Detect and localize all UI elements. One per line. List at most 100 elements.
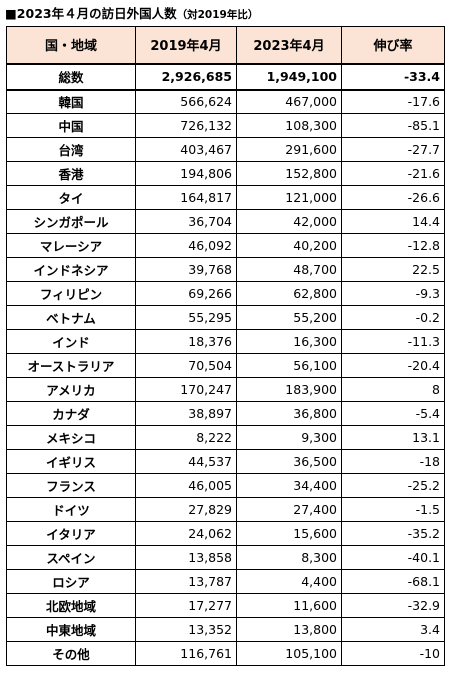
country-cell: シンガポール (6, 209, 136, 234)
value-2019-cell: 13,787 (135, 569, 237, 594)
growth-cell: -85.1 (341, 113, 445, 138)
country-cell: タイ (6, 185, 136, 210)
value-2019-cell: 46,092 (135, 233, 237, 258)
table-row: タイ 164,817 121,000 -26.6 (6, 185, 445, 210)
growth-cell: -20.4 (341, 353, 445, 378)
value-2019-cell: 70,504 (135, 353, 237, 378)
growth-cell: -25.2 (341, 473, 445, 498)
value-2019-cell: 566,624 (135, 89, 237, 114)
growth-cell: 13.1 (341, 425, 445, 450)
value-2023-cell: 291,600 (236, 137, 342, 162)
value-2023-cell: 105,100 (236, 641, 342, 666)
growth-cell: 14.4 (341, 209, 445, 234)
table-row: 中国 726,132 108,300 -85.1 (6, 113, 445, 138)
growth-cell: -40.1 (341, 545, 445, 570)
country-cell: フィリピン (6, 281, 136, 306)
growth-cell: -26.6 (341, 185, 445, 210)
growth-cell: 8 (341, 377, 445, 402)
value-2019-cell: 36,704 (135, 209, 237, 234)
value-2019-cell: 55,295 (135, 305, 237, 330)
value-2019-cell: 24,062 (135, 521, 237, 546)
growth-cell: -35.2 (341, 521, 445, 546)
value-2023-cell: 34,400 (236, 473, 342, 498)
table-row: 中東地域 13,352 13,800 3.4 (6, 617, 445, 642)
country-cell: 韓国 (6, 89, 136, 114)
total-2023: 1,949,100 (236, 63, 342, 91)
value-2023-cell: 467,000 (236, 89, 342, 114)
value-2023-cell: 27,400 (236, 497, 342, 522)
value-2019-cell: 170,247 (135, 377, 237, 402)
value-2023-cell: 36,500 (236, 449, 342, 474)
growth-cell: -10 (341, 641, 445, 666)
value-2019-cell: 46,005 (135, 473, 237, 498)
table-row: その他 116,761 105,100 -10 (6, 641, 445, 666)
country-cell: 北欧地域 (6, 593, 136, 618)
value-2023-cell: 48,700 (236, 257, 342, 282)
table-row: インド 18,376 16,300 -11.3 (6, 329, 445, 354)
table-row: 韓国 566,624 467,000 -17.6 (6, 89, 445, 114)
title-main: ■2023年４月の訪日外国人数 (5, 6, 177, 21)
country-cell: インド (6, 329, 136, 354)
table-row: イギリス 44,537 36,500 -18 (6, 449, 445, 474)
country-cell: オーストラリア (6, 353, 136, 378)
table-row: 香港 194,806 152,800 -21.6 (6, 161, 445, 186)
value-2023-cell: 36,800 (236, 401, 342, 426)
country-cell: 中国 (6, 113, 136, 138)
table-row: イタリア 24,062 15,600 -35.2 (6, 521, 445, 546)
country-cell: ロシア (6, 569, 136, 594)
table-row: カナダ 38,897 36,800 -5.4 (6, 401, 445, 426)
table-row: シンガポール 36,704 42,000 14.4 (6, 209, 445, 234)
table-row: フランス 46,005 34,400 -25.2 (6, 473, 445, 498)
growth-cell: -9.3 (341, 281, 445, 306)
visitor-table: 国・地域 2019年4月 2023年4月 伸び率 総数 2,926,685 1,… (6, 26, 445, 666)
header-row: 国・地域 2019年4月 2023年4月 伸び率 (6, 26, 445, 65)
growth-cell: -0.2 (341, 305, 445, 330)
country-cell: アメリカ (6, 377, 136, 402)
value-2019-cell: 69,266 (135, 281, 237, 306)
value-2023-cell: 8,300 (236, 545, 342, 570)
value-2023-cell: 55,200 (236, 305, 342, 330)
table-row: ロシア 13,787 4,400 -68.1 (6, 569, 445, 594)
value-2019-cell: 403,467 (135, 137, 237, 162)
value-2023-cell: 9,300 (236, 425, 342, 450)
growth-cell: -17.6 (341, 89, 445, 114)
header-country: 国・地域 (6, 26, 136, 65)
value-2019-cell: 116,761 (135, 641, 237, 666)
table-row: マレーシア 46,092 40,200 -12.8 (6, 233, 445, 258)
country-cell: フランス (6, 473, 136, 498)
country-cell: ベトナム (6, 305, 136, 330)
growth-cell: -32.9 (341, 593, 445, 618)
country-cell: 香港 (6, 161, 136, 186)
total-growth: -33.4 (341, 63, 445, 91)
table-row: ドイツ 27,829 27,400 -1.5 (6, 497, 445, 522)
value-2023-cell: 11,600 (236, 593, 342, 618)
value-2023-cell: 42,000 (236, 209, 342, 234)
value-2019-cell: 39,768 (135, 257, 237, 282)
country-cell: 中東地域 (6, 617, 136, 642)
value-2019-cell: 38,897 (135, 401, 237, 426)
country-cell: インドネシア (6, 257, 136, 282)
value-2023-cell: 62,800 (236, 281, 342, 306)
value-2023-cell: 108,300 (236, 113, 342, 138)
total-label: 総数 (6, 63, 136, 91)
header-2019: 2019年4月 (135, 26, 237, 65)
country-cell: 台湾 (6, 137, 136, 162)
title-sub: （対2019年比） (176, 9, 259, 21)
value-2019-cell: 13,352 (135, 617, 237, 642)
table-row: ベトナム 55,295 55,200 -0.2 (6, 305, 445, 330)
value-2019-cell: 164,817 (135, 185, 237, 210)
value-2019-cell: 27,829 (135, 497, 237, 522)
growth-cell: 3.4 (341, 617, 445, 642)
value-2023-cell: 56,100 (236, 353, 342, 378)
table-row: 台湾 403,467 291,600 -27.7 (6, 137, 445, 162)
growth-cell: -11.3 (341, 329, 445, 354)
header-2023: 2023年4月 (236, 26, 342, 65)
table-row: メキシコ 8,222 9,300 13.1 (6, 425, 445, 450)
country-cell: マレーシア (6, 233, 136, 258)
table-row: インドネシア 39,768 48,700 22.5 (6, 257, 445, 282)
table-row: フィリピン 69,266 62,800 -9.3 (6, 281, 445, 306)
country-cell: その他 (6, 641, 136, 666)
value-2023-cell: 40,200 (236, 233, 342, 258)
value-2019-cell: 44,537 (135, 449, 237, 474)
growth-cell: -21.6 (341, 161, 445, 186)
